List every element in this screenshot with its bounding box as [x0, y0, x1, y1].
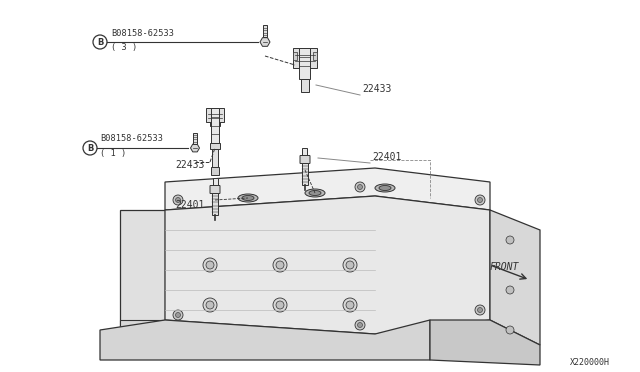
Circle shape: [506, 236, 514, 244]
Circle shape: [475, 195, 485, 205]
Circle shape: [206, 261, 214, 269]
Circle shape: [346, 261, 354, 269]
Circle shape: [355, 320, 365, 330]
Circle shape: [475, 305, 485, 315]
Bar: [303, 148, 307, 156]
Circle shape: [276, 301, 284, 309]
Circle shape: [173, 195, 183, 205]
Circle shape: [506, 286, 514, 294]
Bar: [263, 25, 267, 37]
Bar: [293, 48, 317, 68]
Bar: [210, 143, 220, 149]
Bar: [302, 163, 308, 185]
Circle shape: [506, 326, 514, 334]
Text: 22433: 22433: [175, 160, 204, 170]
Text: ( 3 ): ( 3 ): [111, 43, 137, 52]
Circle shape: [175, 312, 180, 317]
Circle shape: [343, 298, 357, 312]
Circle shape: [206, 301, 214, 309]
Ellipse shape: [305, 189, 325, 197]
Text: B: B: [87, 144, 93, 153]
Bar: [301, 79, 309, 92]
Bar: [211, 167, 219, 175]
Bar: [193, 133, 197, 144]
Circle shape: [477, 308, 483, 312]
Ellipse shape: [238, 194, 258, 202]
Bar: [206, 108, 224, 122]
Bar: [300, 48, 310, 79]
Ellipse shape: [309, 190, 321, 196]
Text: FRONT: FRONT: [490, 262, 520, 272]
Polygon shape: [100, 320, 430, 360]
Circle shape: [355, 182, 365, 192]
FancyBboxPatch shape: [210, 186, 220, 193]
Polygon shape: [490, 210, 540, 345]
Text: 22401: 22401: [372, 152, 401, 162]
Circle shape: [175, 198, 180, 202]
Circle shape: [203, 258, 217, 272]
Text: 22401: 22401: [175, 200, 204, 210]
Bar: [293, 52, 297, 60]
Circle shape: [358, 185, 362, 189]
Text: B: B: [97, 38, 103, 46]
Circle shape: [276, 261, 284, 269]
Ellipse shape: [379, 186, 391, 190]
Circle shape: [173, 310, 183, 320]
Polygon shape: [165, 196, 490, 334]
Bar: [211, 108, 219, 143]
Circle shape: [346, 301, 354, 309]
Polygon shape: [165, 168, 490, 210]
Text: B08158-62533: B08158-62533: [111, 29, 174, 38]
Circle shape: [273, 298, 287, 312]
Polygon shape: [191, 144, 200, 152]
Text: B08158-62533: B08158-62533: [100, 134, 163, 143]
Text: X220000H: X220000H: [570, 358, 610, 367]
Circle shape: [358, 323, 362, 327]
Circle shape: [273, 258, 287, 272]
Circle shape: [477, 198, 483, 202]
Bar: [212, 178, 218, 186]
Circle shape: [343, 258, 357, 272]
Ellipse shape: [242, 196, 254, 201]
Bar: [313, 52, 317, 60]
Polygon shape: [430, 320, 540, 365]
Bar: [212, 193, 218, 215]
Bar: [212, 149, 218, 167]
FancyBboxPatch shape: [300, 155, 310, 164]
Polygon shape: [260, 38, 270, 46]
Polygon shape: [120, 320, 165, 355]
Polygon shape: [120, 210, 165, 355]
Text: ( 1 ): ( 1 ): [100, 149, 126, 158]
Text: 22433: 22433: [362, 84, 392, 94]
Circle shape: [203, 298, 217, 312]
Bar: [210, 122, 220, 126]
Ellipse shape: [375, 184, 395, 192]
